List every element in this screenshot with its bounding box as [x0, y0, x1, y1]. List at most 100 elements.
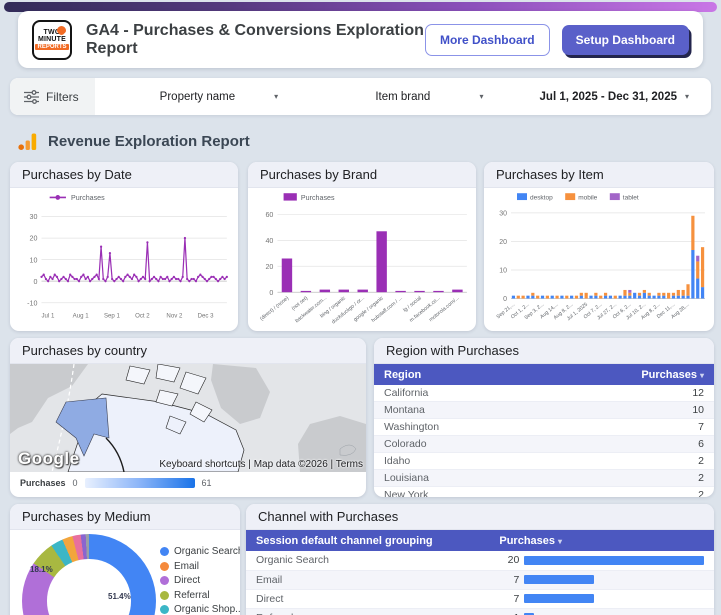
region-cell: California: [374, 385, 578, 402]
table-row: Montana 10: [374, 401, 714, 419]
slice-percent-label: 51.4%: [108, 592, 131, 601]
section-title: Revenue Exploration Report: [48, 132, 250, 150]
more-dashboard-button[interactable]: More Dashboard: [424, 23, 550, 56]
google-logo[interactable]: Google: [18, 449, 80, 468]
svg-text:20: 20: [499, 238, 507, 246]
svg-text:Dec 3: Dec 3: [198, 312, 214, 319]
channel-cell: Email: [246, 570, 490, 590]
purchases-by-date-line-chart[interactable]: 30 20 10 0 -10 Jul 1 Aug 1 Sep 1 Oct 2 Nov 2 Dec 3…: [13, 189, 235, 328]
page-title: GA4 - Purchases & Conversions Exploratio…: [86, 21, 424, 57]
logo-pie-icon: [57, 25, 66, 35]
legend-gradient-bar: [84, 478, 195, 488]
channel-column-header[interactable]: Session default channel grouping: [246, 530, 490, 551]
property-name-filter[interactable]: Property name ▾: [95, 78, 300, 115]
legend-min: 0: [72, 478, 78, 488]
filters-label: Filters: [46, 89, 79, 104]
table-row: Organic Search 20: [246, 551, 714, 571]
purchases-cell: 1: [489, 608, 714, 615]
svg-text:Sep 1: Sep 1: [104, 312, 120, 319]
legend-item[interactable]: Organic Shop...: [160, 604, 240, 615]
purchases-column-header[interactable]: Purchases ▾: [578, 364, 714, 385]
card-title: Purchases by Date: [10, 162, 238, 188]
terms-link[interactable]: Terms: [335, 459, 363, 470]
keyboard-shortcuts-link[interactable]: Keyboard shortcuts: [159, 459, 246, 470]
purchases-cell: 7: [578, 418, 714, 436]
card-title: Purchases by Brand: [248, 162, 476, 188]
item-brand-label: Item brand: [375, 90, 431, 103]
purchases-cell: 20: [489, 551, 714, 571]
svg-text:mobile: mobile: [578, 194, 597, 201]
legend-metric-label: Purchases: [20, 478, 66, 488]
svg-text:Aug 1: Aug 1: [73, 312, 89, 319]
purchases-cell: 2: [578, 452, 714, 470]
card-title: Purchases by Medium: [10, 504, 240, 530]
table-row: Email 7: [246, 570, 714, 590]
legend-item[interactable]: Organic Search: [160, 546, 240, 557]
region-table: Region Purchases ▾ California 12 Montana 10 W…: [374, 364, 714, 497]
svg-text:Purchases: Purchases: [71, 193, 105, 202]
header: TWO MINUTE REPORTS GA4 - Purchases & Con…: [18, 11, 703, 68]
legend-label: Organic Search: [174, 546, 240, 557]
region-cell: New York: [374, 486, 578, 497]
channel-cell: Organic Search: [246, 551, 490, 571]
date-range-filter[interactable]: Jul 1, 2025 - Dec 31, 2025 ▾: [506, 78, 711, 115]
svg-text:20: 20: [29, 234, 37, 243]
legend-label: Organic Shop...: [174, 604, 240, 615]
region-column-header[interactable]: Region: [374, 364, 578, 385]
sort-descending-icon: ▾: [558, 536, 563, 546]
legend-dot: [160, 590, 169, 600]
sort-descending-icon: ▾: [699, 370, 704, 380]
card-region-with-purchases: Region with Purchases Region Purchases ▾ …: [374, 338, 714, 497]
channel-cell: Direct: [246, 589, 490, 609]
setup-dashboard-button[interactable]: Setup Dashboard: [561, 24, 689, 55]
purchases-cell: 2: [578, 486, 714, 497]
legend-item[interactable]: Referral: [160, 590, 240, 601]
table-row: Idaho 2: [374, 452, 714, 470]
svg-text:(direct) / (none): (direct) / (none): [259, 295, 290, 322]
region-cell: Louisiana: [374, 469, 578, 487]
map-shapes: [10, 364, 366, 472]
card-title: Channel with Purchases: [246, 504, 714, 530]
svg-text:30: 30: [29, 212, 37, 221]
svg-text:-10: -10: [27, 298, 37, 307]
purchases-cell: 10: [578, 401, 714, 419]
card-title: Region with Purchases: [374, 338, 714, 364]
geo-map[interactable]: Google Keyboard shortcuts | Map data ©20…: [10, 364, 366, 472]
medium-legend: Organic Search Email Direct Referral Organic…: [160, 546, 240, 615]
chevron-down-icon: ▾: [274, 92, 279, 101]
table-row: California 12: [374, 385, 714, 402]
legend-label: Referral: [174, 589, 210, 601]
svg-text:0: 0: [269, 288, 273, 297]
svg-text:10: 10: [29, 255, 37, 264]
value-bar: [524, 613, 535, 615]
logo-text: REPORTS: [35, 43, 69, 50]
filters-toggle[interactable]: Filters: [10, 78, 95, 115]
card-channel-with-purchases: Channel with Purchases Session default c…: [246, 504, 714, 615]
analytics-icon: [18, 133, 37, 150]
svg-text:0: 0: [33, 277, 37, 286]
filters-bar: Filters Property name ▾ Item brand ▾ Jul…: [10, 78, 711, 115]
value-bar: [524, 575, 594, 584]
legend-item[interactable]: Email: [160, 561, 240, 572]
region-cell: Colorado: [374, 435, 578, 453]
purchases-cell: 2: [578, 469, 714, 487]
top-gradient-bar: [4, 2, 717, 12]
region-cell: Montana: [374, 401, 578, 419]
map-data-label: Map data ©2026: [253, 459, 328, 470]
item-brand-filter[interactable]: Item brand ▾: [300, 78, 505, 115]
medium-donut-chart[interactable]: 51.4% 18.1%: [22, 534, 156, 615]
purchases-column-header[interactable]: Purchases ▾: [489, 530, 714, 551]
svg-text:60: 60: [265, 210, 273, 219]
date-range-label: Jul 1, 2025 - Dec 31, 2025: [539, 90, 677, 103]
legend-item[interactable]: Direct: [160, 575, 240, 586]
chevron-down-icon: ▾: [684, 92, 689, 101]
card-purchases-by-date: Purchases by Date 30 20 10 0 -10 Jul 1 Aug 1 Se…: [10, 162, 238, 331]
svg-text:Purchases: Purchases: [301, 193, 335, 202]
svg-text:0: 0: [503, 295, 507, 303]
purchases-cell: 12: [578, 385, 714, 402]
svg-text:Oct 2: Oct 2: [135, 312, 150, 319]
legend-label: Email: [174, 560, 200, 572]
